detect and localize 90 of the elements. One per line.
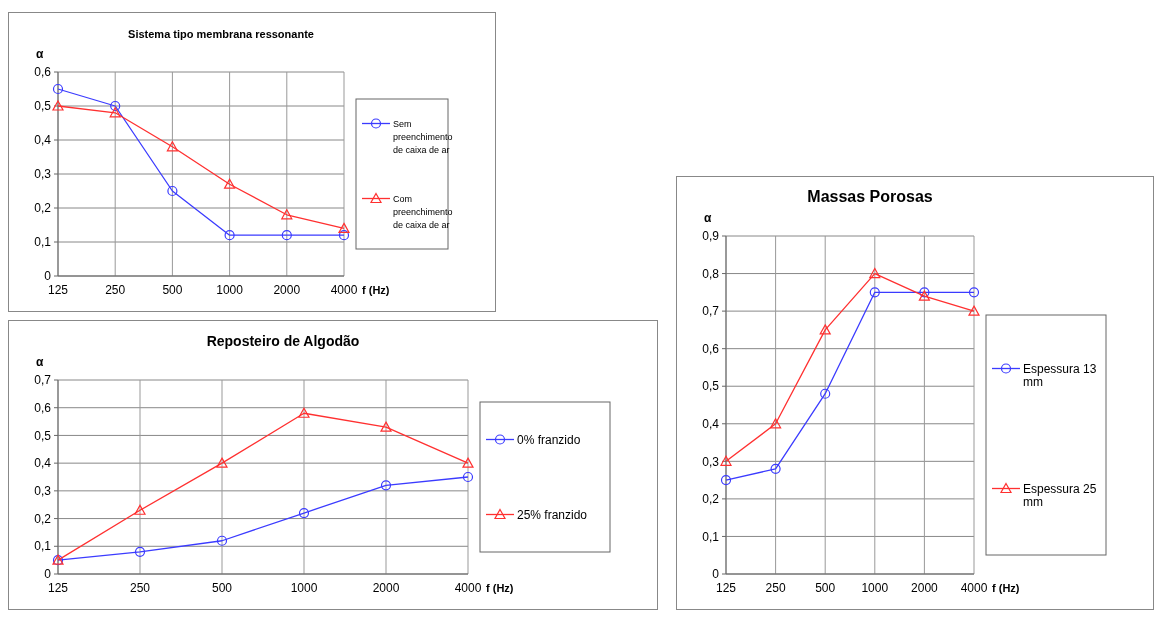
y-axis-title: α <box>704 211 712 225</box>
point <box>819 324 831 335</box>
y-tick-label: 0,5 <box>34 99 52 114</box>
x-tick-label: 125 <box>47 283 69 297</box>
point <box>968 305 980 316</box>
x-tick-label: 2000 <box>372 581 400 595</box>
y-axis-title: α <box>36 355 44 369</box>
y-tick-label: 0,3 <box>34 167 52 182</box>
x-tick-label: 500 <box>815 581 836 595</box>
y-tick-label: 0,3 <box>702 454 720 469</box>
point <box>216 535 228 546</box>
point <box>298 407 310 418</box>
y-tick-label: 0 <box>44 567 52 582</box>
x-tick-label: 250 <box>129 581 151 595</box>
chart-title: Reposteiro de Algodão <box>206 333 360 349</box>
point <box>338 230 350 241</box>
point <box>869 267 881 279</box>
point <box>298 507 310 519</box>
point <box>281 209 293 220</box>
point <box>52 83 64 95</box>
y-tick-label: 0,6 <box>34 400 52 415</box>
x-tick-label: 4000 <box>960 581 988 595</box>
x-tick-label: 250 <box>765 581 786 595</box>
y-tick-label: 0,5 <box>702 379 720 394</box>
x-tick-label: 500 <box>211 581 233 595</box>
y-tick-label: 0,6 <box>34 65 52 80</box>
point <box>281 230 292 241</box>
y-tick-label: 0,2 <box>702 492 720 507</box>
x-axis-title: f (Hz) <box>362 284 390 296</box>
x-tick-label: 125 <box>47 581 69 595</box>
point <box>134 546 146 557</box>
x-tick-label: 250 <box>105 283 126 297</box>
y-tick-label: 0,1 <box>702 529 720 544</box>
legend-label: Espessura 25 mm <box>1023 481 1097 509</box>
x-tick-label: 4000 <box>330 283 358 297</box>
y-axis-title: α <box>36 47 44 61</box>
point <box>770 463 781 474</box>
y-tick-label: 0,4 <box>34 456 52 471</box>
point <box>380 421 392 432</box>
point <box>380 480 392 491</box>
point <box>338 222 350 233</box>
y-tick-label: 0,1 <box>34 235 52 250</box>
x-tick-label: 1000 <box>861 581 889 595</box>
y-tick-label: 0,7 <box>34 373 52 388</box>
point <box>216 457 228 468</box>
y-tick-label: 0,4 <box>34 133 52 148</box>
point <box>462 471 474 483</box>
point <box>224 178 236 189</box>
point <box>109 107 121 118</box>
y-tick-label: 0,7 <box>702 304 720 319</box>
y-tick-label: 0,9 <box>702 229 720 244</box>
point <box>770 418 782 429</box>
point <box>52 100 64 111</box>
legend-label: Espessura 13 mm <box>1023 361 1097 389</box>
point <box>869 287 880 298</box>
y-tick-label: 0,6 <box>702 341 720 356</box>
x-tick-label: 2000 <box>911 581 939 595</box>
point <box>462 457 474 468</box>
x-tick-label: 500 <box>162 283 183 297</box>
point <box>134 504 146 515</box>
point <box>167 185 178 197</box>
point <box>110 100 121 112</box>
x-tick-label: 1000 <box>216 283 244 297</box>
x-axis-title: f (Hz) <box>992 582 1020 594</box>
y-tick-label: 0 <box>44 269 52 284</box>
point <box>720 455 732 466</box>
legend-label: 0% franzido <box>517 432 581 447</box>
y-tick-label: 0,4 <box>702 416 720 431</box>
legend-label: Sem preenchimento de caixa de ar <box>393 118 453 155</box>
y-tick-label: 0,2 <box>34 201 52 216</box>
x-axis-title: f (Hz) <box>486 582 514 594</box>
chart-title: Sistema tipo membrana ressonante <box>128 28 314 40</box>
point <box>820 388 831 399</box>
x-tick-label: 2000 <box>273 283 301 297</box>
y-tick-label: 0 <box>712 567 720 582</box>
y-tick-label: 0,3 <box>34 484 52 499</box>
y-tick-label: 0,5 <box>34 428 52 443</box>
y-tick-label: 0,8 <box>702 266 720 281</box>
legend-label: Com preenchimento de caixa de ar <box>393 193 453 230</box>
y-tick-label: 0,2 <box>34 511 52 526</box>
point <box>224 230 235 241</box>
y-tick-label: 0,1 <box>34 539 52 554</box>
x-tick-label: 4000 <box>454 581 482 595</box>
point <box>166 141 178 152</box>
point <box>968 287 980 298</box>
legend-label: 25% franzido <box>517 507 588 522</box>
point <box>720 475 732 486</box>
x-tick-label: 125 <box>715 581 737 595</box>
chart-title: Massas Porosas <box>807 188 933 205</box>
x-tick-label: 1000 <box>290 581 318 595</box>
